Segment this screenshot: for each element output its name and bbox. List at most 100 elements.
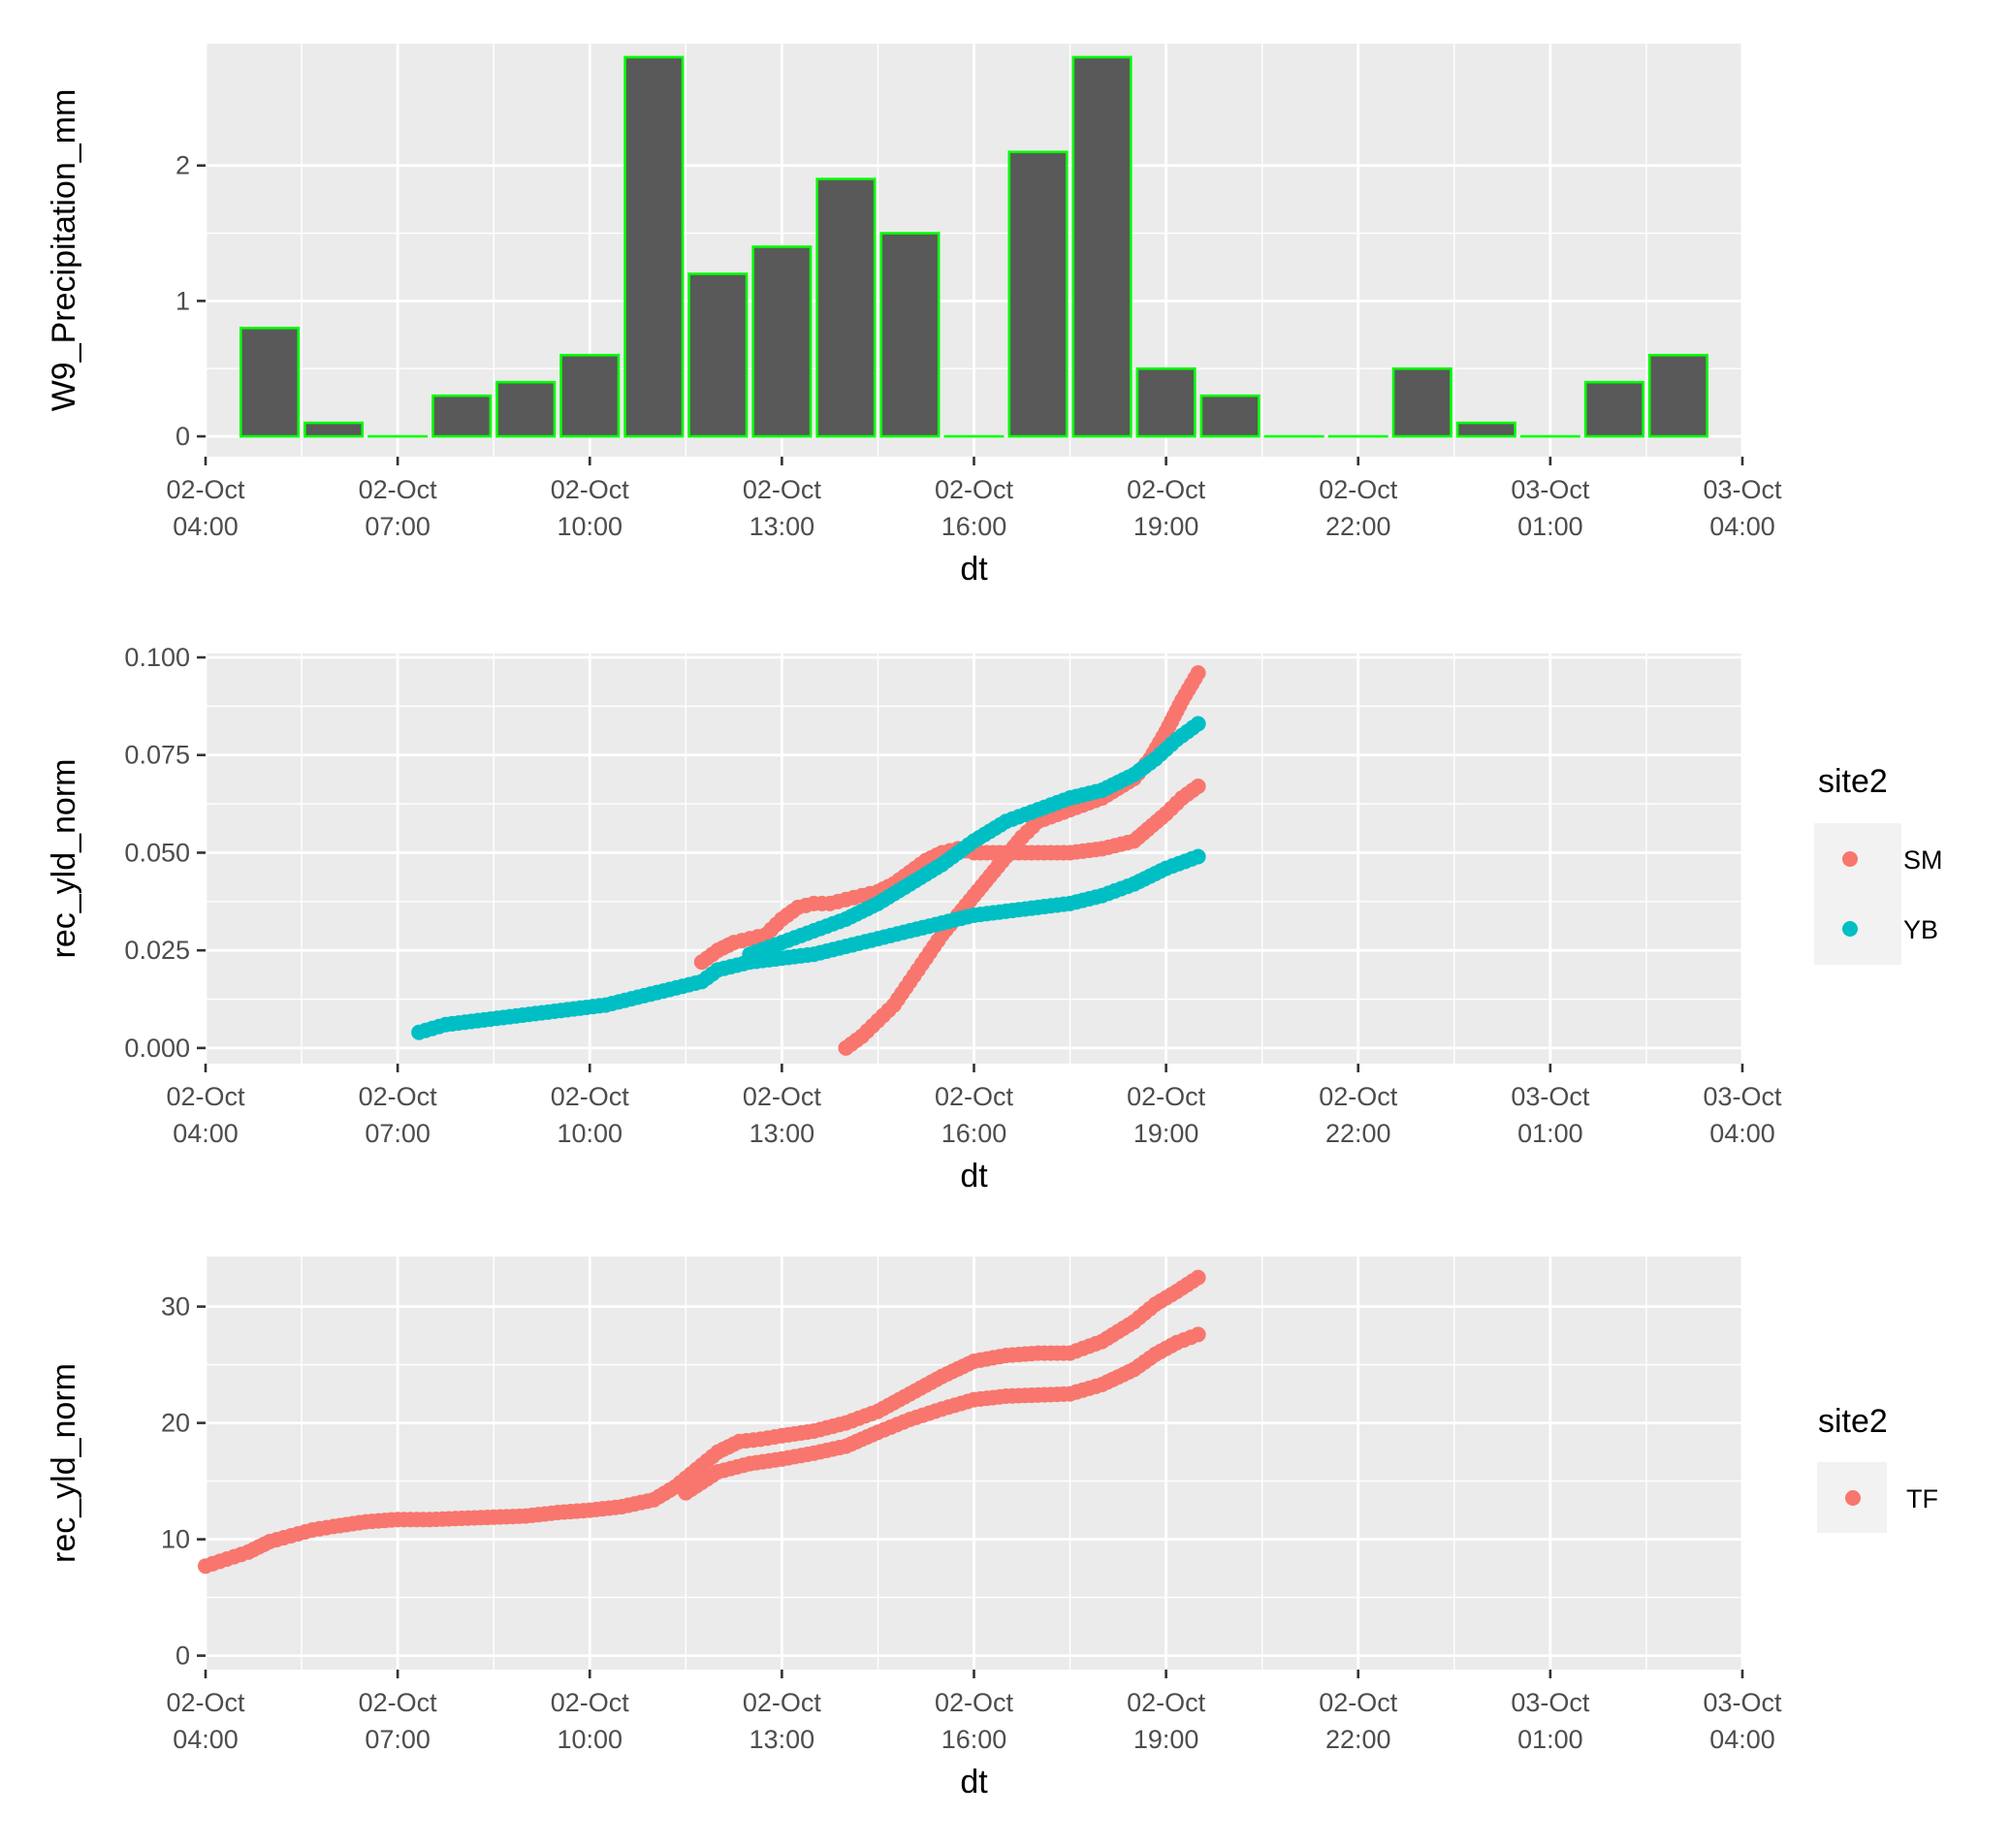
x-tick-label-time: 13:00: [750, 1119, 815, 1148]
x-tick-label-time: 16:00: [941, 1725, 1007, 1754]
bar: [431, 394, 493, 438]
bar: [495, 380, 557, 438]
legend: site2 SM YB: [1814, 763, 1943, 965]
bar: [1135, 366, 1196, 438]
x-tick-label-time: 04:00: [1709, 1119, 1775, 1148]
y-tick-label: 0.050: [124, 838, 190, 867]
x-tick-label-date: 02-Oct: [1319, 1688, 1398, 1717]
x-tick-label-time: 16:00: [941, 512, 1007, 541]
x-tick-label-date: 02-Oct: [166, 1688, 245, 1717]
x-tick-label-date: 03-Oct: [1511, 1688, 1590, 1717]
y-axis-title: rec_yld_norm: [46, 759, 82, 959]
x-tick-label-date: 02-Oct: [359, 1082, 438, 1111]
x-tick-label-time: 19:00: [1133, 1119, 1199, 1148]
y-tick-label: 30: [161, 1292, 190, 1322]
legend: site2 TF: [1817, 1403, 1938, 1533]
x-tick-label-time: 04:00: [1709, 1725, 1775, 1754]
x-tick-label-time: 07:00: [365, 1725, 431, 1754]
bar: [751, 245, 813, 438]
legend-label-TF: TF: [1906, 1484, 1938, 1513]
data-point: [1190, 665, 1206, 682]
x-tick-label-date: 02-Oct: [1319, 1082, 1398, 1111]
x-tick-label-date: 02-Oct: [743, 1688, 822, 1717]
chart-panel-2: 0.000 0.025 0.050 0.075 0.100 02-Oct 04:00 02-O…: [46, 643, 1943, 1195]
data-point: [1190, 1326, 1206, 1343]
legend-key-TF: [1845, 1490, 1861, 1506]
chart-panel-1: 0 1 2 02-Oct 04:00 02-Oct 07:00 02-Oct 10:00 02-O…: [46, 44, 1782, 588]
legend-label-YB: YB: [1903, 915, 1938, 944]
x-tick-label-time: 04:00: [173, 512, 239, 541]
x-tick-label-date: 02-Oct: [1127, 1082, 1206, 1111]
bar: [1455, 421, 1516, 438]
y-tick-label: 0.000: [124, 1034, 190, 1063]
x-tick-label-date: 02-Oct: [1127, 1688, 1206, 1717]
x-tick-label-date: 03-Oct: [1703, 1082, 1782, 1111]
y-tick-label: 0: [175, 1641, 190, 1671]
data-point: [1190, 716, 1206, 732]
bar: [687, 272, 749, 438]
y-axis-title: W9_Precipitation_mm: [46, 89, 82, 412]
x-tick-label-time: 04:00: [1709, 512, 1775, 541]
y-tick-label: 2: [175, 151, 190, 180]
x-tick-label-date: 02-Oct: [359, 475, 438, 504]
data-point: [1190, 848, 1206, 865]
x-tick-label-time: 16:00: [941, 1119, 1007, 1148]
x-axis-title: dt: [960, 1158, 988, 1195]
x-tick-label-time: 07:00: [365, 1119, 431, 1148]
bar: [815, 177, 877, 438]
bar: [303, 421, 365, 438]
x-tick-label-date: 02-Oct: [935, 1082, 1014, 1111]
y-axis-title: rec_yld_norm: [46, 1363, 82, 1563]
x-tick-label-time: 22:00: [1325, 1725, 1391, 1754]
x-tick-label-time: 19:00: [1133, 1725, 1199, 1754]
x-tick-label-time: 07:00: [365, 512, 431, 541]
x-tick-label-time: 10:00: [557, 512, 622, 541]
series-TF: [198, 1269, 1206, 1575]
x-tick-label-date: 02-Oct: [551, 1688, 630, 1717]
legend-key-YB: [1842, 921, 1858, 937]
x-axis-title: dt: [960, 1764, 988, 1800]
y-tick-label: 0.025: [124, 936, 190, 965]
bar: [1199, 394, 1260, 438]
x-tick-label-date: 02-Oct: [743, 475, 822, 504]
legend-label-SM: SM: [1903, 845, 1943, 875]
x-tick-label-time: 01:00: [1517, 1725, 1583, 1754]
y-tick-label: 0: [175, 422, 190, 451]
x-tick-label-time: 19:00: [1133, 512, 1199, 541]
x-axis-title: dt: [960, 551, 988, 588]
x-tick-label-time: 04:00: [173, 1119, 239, 1148]
y-tick-label: 20: [161, 1409, 190, 1438]
x-tick-label-date: 02-Oct: [359, 1688, 438, 1717]
chart-panel-3: 0 10 20 30 02-Oct 04:00 02-Oct 07:00 02-Oct 10:00…: [46, 1257, 1938, 1800]
legend-title: site2: [1818, 1403, 1888, 1440]
x-tick-label-date: 02-Oct: [1127, 475, 1206, 504]
y-tick-label: 1: [175, 286, 190, 315]
x-tick-label-time: 13:00: [750, 1725, 815, 1754]
y-tick-label: 10: [161, 1525, 190, 1554]
x-tick-label-time: 01:00: [1517, 512, 1583, 541]
x-tick-label-time: 13:00: [750, 512, 815, 541]
bar: [1071, 55, 1133, 438]
x-tick-label-date: 02-Oct: [935, 1688, 1014, 1717]
x-tick-label-date: 02-Oct: [935, 475, 1014, 504]
bar: [1391, 366, 1452, 438]
x-tick-label-time: 10:00: [557, 1119, 622, 1148]
bar: [879, 232, 941, 438]
legend-title: site2: [1818, 763, 1888, 800]
x-tick-label-date: 03-Oct: [1511, 1082, 1590, 1111]
data-point: [1190, 778, 1206, 794]
x-tick-label-time: 01:00: [1517, 1119, 1583, 1148]
y-tick-label: 0.075: [124, 741, 190, 770]
bar: [1007, 150, 1069, 438]
x-tick-label-date: 03-Oct: [1703, 1688, 1782, 1717]
bar: [1583, 380, 1644, 438]
x-tick-label-time: 04:00: [173, 1725, 239, 1754]
series-YB: [411, 716, 1206, 1040]
x-tick-label-date: 02-Oct: [1319, 475, 1398, 504]
x-tick-label-date: 02-Oct: [551, 475, 630, 504]
bar: [1647, 353, 1708, 438]
x-tick-label-date: 03-Oct: [1703, 475, 1782, 504]
bar: [623, 55, 685, 438]
y-tick-label: 0.100: [124, 643, 190, 672]
x-tick-label-date: 02-Oct: [743, 1082, 822, 1111]
